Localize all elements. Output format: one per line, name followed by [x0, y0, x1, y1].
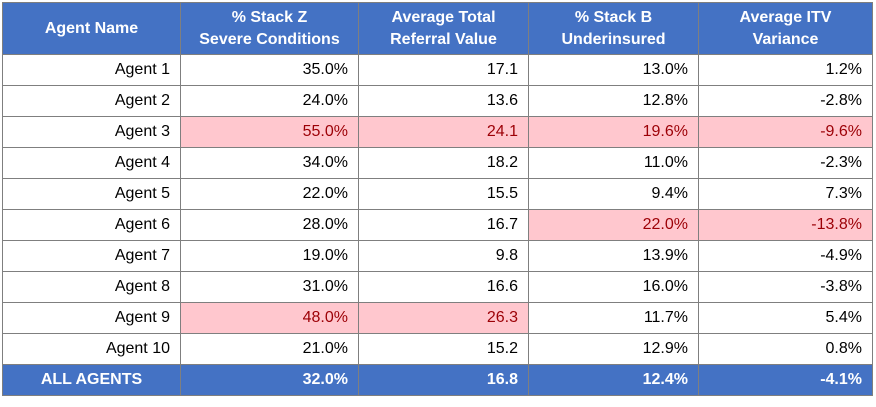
avg-itv-variance-cell[interactable]: -9.6%	[698, 116, 873, 148]
stack-z-severe-cell[interactable]: 19.0%	[180, 240, 359, 272]
avg-referral-value-cell[interactable]: 15.5	[358, 178, 529, 210]
table-row: Agent 4 34.0% 18.2 11.0% -2.3%	[2, 147, 873, 179]
avg-referral-value-cell[interactable]: 9.8	[358, 240, 529, 272]
avg-referral-value-cell[interactable]: 17.1	[358, 54, 529, 86]
stack-b-underinsured-cell[interactable]: 13.0%	[528, 54, 699, 86]
avg-itv-variance-cell[interactable]: 7.3%	[698, 178, 873, 210]
stack-b-underinsured-cell[interactable]: 9.4%	[528, 178, 699, 210]
stack-b-underinsured-cell[interactable]: 16.0%	[528, 271, 699, 303]
avg-referral-value-cell[interactable]: 26.3	[358, 302, 529, 334]
avg-referral-value-cell[interactable]: 24.1	[358, 116, 529, 148]
avg-referral-value-cell[interactable]: 16.7	[358, 209, 529, 241]
agent-name-cell[interactable]: Agent 2	[2, 85, 181, 117]
stack-b-underinsured-cell[interactable]: 11.0%	[528, 147, 699, 179]
agent-name-cell[interactable]: Agent 10	[2, 333, 181, 365]
avg-referral-value-cell[interactable]: 15.2	[358, 333, 529, 365]
header-stack-b-underinsured[interactable]: % Stack B Underinsured	[528, 2, 699, 55]
stack-b-underinsured-cell[interactable]: 22.0%	[528, 209, 699, 241]
total-avg-referral-value[interactable]: 16.8	[358, 364, 529, 396]
stack-z-severe-cell[interactable]: 22.0%	[180, 178, 359, 210]
table-row: Agent 3 55.0% 24.1 19.6% -9.6%	[2, 116, 873, 148]
stack-z-severe-cell[interactable]: 31.0%	[180, 271, 359, 303]
agent-name-cell[interactable]: Agent 6	[2, 209, 181, 241]
agent-name-cell[interactable]: Agent 4	[2, 147, 181, 179]
table-body: Agent 1 35.0% 17.1 13.0% 1.2% Agent 2 24.0% 13.…	[2, 54, 873, 365]
table-row: Agent 5 22.0% 15.5 9.4% 7.3%	[2, 178, 873, 210]
avg-itv-variance-cell[interactable]: -4.9%	[698, 240, 873, 272]
agent-name-cell[interactable]: Agent 1	[2, 54, 181, 86]
stack-z-severe-cell[interactable]: 21.0%	[180, 333, 359, 365]
table-row: Agent 10 21.0% 15.2 12.9% 0.8%	[2, 333, 873, 365]
table-row: Agent 2 24.0% 13.6 12.8% -2.8%	[2, 85, 873, 117]
header-agent-name[interactable]: Agent Name	[2, 2, 181, 55]
table-row: Agent 7 19.0% 9.8 13.9% -4.9%	[2, 240, 873, 272]
header-avg-referral-value[interactable]: Average Total Referral Value	[358, 2, 529, 55]
header-row: Agent Name % Stack Z Severe Conditions A…	[2, 2, 873, 55]
table-row: Agent 6 28.0% 16.7 22.0% -13.8%	[2, 209, 873, 241]
avg-itv-variance-cell[interactable]: 0.8%	[698, 333, 873, 365]
table-header: Agent Name % Stack Z Severe Conditions A…	[2, 2, 873, 55]
agent-name-cell[interactable]: Agent 3	[2, 116, 181, 148]
stack-b-underinsured-cell[interactable]: 12.8%	[528, 85, 699, 117]
total-stack-z-severe[interactable]: 32.0%	[180, 364, 359, 396]
header-avg-itv-variance[interactable]: Average ITV Variance	[698, 2, 873, 55]
stack-b-underinsured-cell[interactable]: 19.6%	[528, 116, 699, 148]
table-row: Agent 8 31.0% 16.6 16.0% -3.8%	[2, 271, 873, 303]
stack-z-severe-cell[interactable]: 55.0%	[180, 116, 359, 148]
stack-z-severe-cell[interactable]: 34.0%	[180, 147, 359, 179]
total-row: ALL AGENTS 32.0% 16.8 12.4% -4.1%	[2, 364, 873, 396]
stack-b-underinsured-cell[interactable]: 12.9%	[528, 333, 699, 365]
agent-name-cell[interactable]: Agent 5	[2, 178, 181, 210]
total-label[interactable]: ALL AGENTS	[2, 364, 181, 396]
header-stack-z-severe[interactable]: % Stack Z Severe Conditions	[180, 2, 359, 55]
avg-referral-value-cell[interactable]: 16.6	[358, 271, 529, 303]
table-footer: ALL AGENTS 32.0% 16.8 12.4% -4.1%	[2, 364, 873, 396]
stack-z-severe-cell[interactable]: 48.0%	[180, 302, 359, 334]
table-row: Agent 1 35.0% 17.1 13.0% 1.2%	[2, 54, 873, 86]
agent-name-cell[interactable]: Agent 9	[2, 302, 181, 334]
agent-metrics-table: Agent Name % Stack Z Severe Conditions A…	[2, 2, 873, 396]
avg-referral-value-cell[interactable]: 18.2	[358, 147, 529, 179]
stack-z-severe-cell[interactable]: 24.0%	[180, 85, 359, 117]
stack-b-underinsured-cell[interactable]: 11.7%	[528, 302, 699, 334]
avg-itv-variance-cell[interactable]: -2.8%	[698, 85, 873, 117]
stack-z-severe-cell[interactable]: 28.0%	[180, 209, 359, 241]
avg-itv-variance-cell[interactable]: -3.8%	[698, 271, 873, 303]
agent-name-cell[interactable]: Agent 7	[2, 240, 181, 272]
avg-referral-value-cell[interactable]: 13.6	[358, 85, 529, 117]
total-stack-b-underinsured[interactable]: 12.4%	[528, 364, 699, 396]
avg-itv-variance-cell[interactable]: 5.4%	[698, 302, 873, 334]
total-avg-itv-variance[interactable]: -4.1%	[698, 364, 873, 396]
table-row: Agent 9 48.0% 26.3 11.7% 5.4%	[2, 302, 873, 334]
avg-itv-variance-cell[interactable]: 1.2%	[698, 54, 873, 86]
stack-b-underinsured-cell[interactable]: 13.9%	[528, 240, 699, 272]
agent-name-cell[interactable]: Agent 8	[2, 271, 181, 303]
stack-z-severe-cell[interactable]: 35.0%	[180, 54, 359, 86]
avg-itv-variance-cell[interactable]: -2.3%	[698, 147, 873, 179]
avg-itv-variance-cell[interactable]: -13.8%	[698, 209, 873, 241]
